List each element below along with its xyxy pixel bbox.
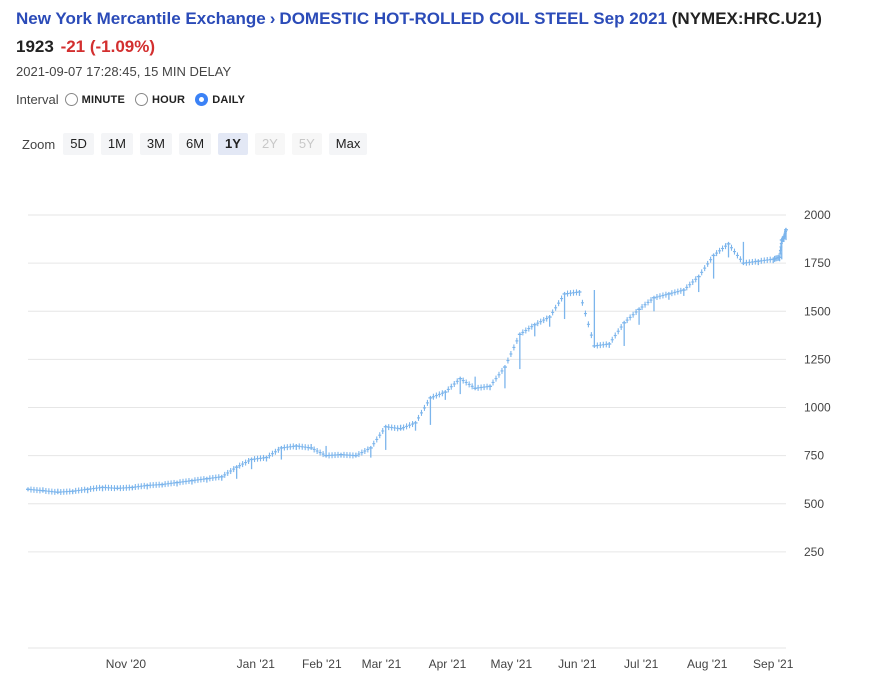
zoom-5y-button: 5Y bbox=[291, 133, 322, 155]
interval-option-daily[interactable]: DAILY bbox=[195, 93, 245, 106]
quote-line: 1923 -21 (-1.09%) bbox=[16, 36, 864, 58]
last-price: 1923 bbox=[16, 37, 54, 56]
interval-option-label: DAILY bbox=[212, 93, 246, 106]
instrument-title: New York Mercantile Exchange › DOMESTIC HO… bbox=[16, 8, 864, 30]
zoom-2y-button: 2Y bbox=[254, 133, 285, 155]
x-tick-label: Jun '21 bbox=[558, 657, 597, 671]
interval-option-hour[interactable]: HOUR bbox=[135, 93, 185, 106]
y-tick-label: 1250 bbox=[804, 352, 831, 366]
x-tick-label: Jan '21 bbox=[237, 657, 276, 671]
x-tick-label: May '21 bbox=[491, 657, 533, 671]
interval-option-label: MINUTE bbox=[81, 93, 126, 106]
y-tick-label: 500 bbox=[804, 497, 824, 511]
zoom-label: Zoom bbox=[22, 136, 56, 152]
ticker-symbol: (NYMEX:HRC.U21) bbox=[671, 9, 822, 28]
radio-checked-icon[interactable] bbox=[195, 93, 209, 106]
y-tick-label: 1750 bbox=[804, 256, 831, 270]
x-tick-label: Sep '21 bbox=[753, 657, 794, 671]
breadcrumb-separator: › bbox=[269, 9, 276, 28]
contract-link[interactable]: DOMESTIC HOT-ROLLED COIL STEEL Sep 2021 bbox=[279, 9, 668, 28]
radio-unchecked-icon[interactable] bbox=[64, 93, 78, 106]
interval-label: Interval bbox=[16, 92, 59, 107]
quote-header: New York Mercantile Exchange › DOMESTIC HO… bbox=[16, 8, 864, 79]
x-tick-label: Mar '21 bbox=[362, 657, 402, 671]
zoom-1m-button[interactable]: 1M bbox=[100, 133, 133, 155]
zoom-5d-button[interactable]: 5D bbox=[63, 133, 94, 155]
interval-option-minute[interactable]: MINUTE bbox=[64, 93, 126, 106]
zoom-selector: Zoom 5D 1M 3M 6M 1Y 2Y 5Y Max bbox=[22, 133, 374, 155]
x-tick-label: Nov '20 bbox=[106, 657, 147, 671]
y-tick-label: 1500 bbox=[804, 304, 831, 318]
radio-unchecked-icon[interactable] bbox=[135, 93, 149, 106]
y-tick-label: 750 bbox=[804, 449, 824, 463]
price-change: -21 (-1.09%) bbox=[60, 37, 156, 56]
y-tick-label: 250 bbox=[804, 545, 824, 559]
exchange-link[interactable]: New York Mercantile Exchange bbox=[16, 9, 266, 28]
interval-selector: Interval MINUTE HOUR DAILY bbox=[16, 92, 255, 107]
x-tick-label: Feb '21 bbox=[302, 657, 342, 671]
y-tick-label: 2000 bbox=[804, 208, 831, 222]
quote-timestamp: 2021-09-07 17:28:45, 15 MIN DELAY bbox=[16, 64, 232, 79]
zoom-3m-button[interactable]: 3M bbox=[139, 133, 172, 155]
zoom-6m-button[interactable]: 6M bbox=[178, 133, 212, 155]
x-tick-label: Aug '21 bbox=[687, 657, 728, 671]
interval-option-label: HOUR bbox=[152, 93, 186, 106]
y-tick-label: 1000 bbox=[804, 401, 831, 415]
x-tick-label: Apr '21 bbox=[429, 657, 467, 671]
zoom-1y-button[interactable]: 1Y bbox=[218, 133, 248, 155]
x-tick-label: Jul '21 bbox=[624, 657, 659, 671]
zoom-max-button[interactable]: Max bbox=[328, 133, 368, 155]
